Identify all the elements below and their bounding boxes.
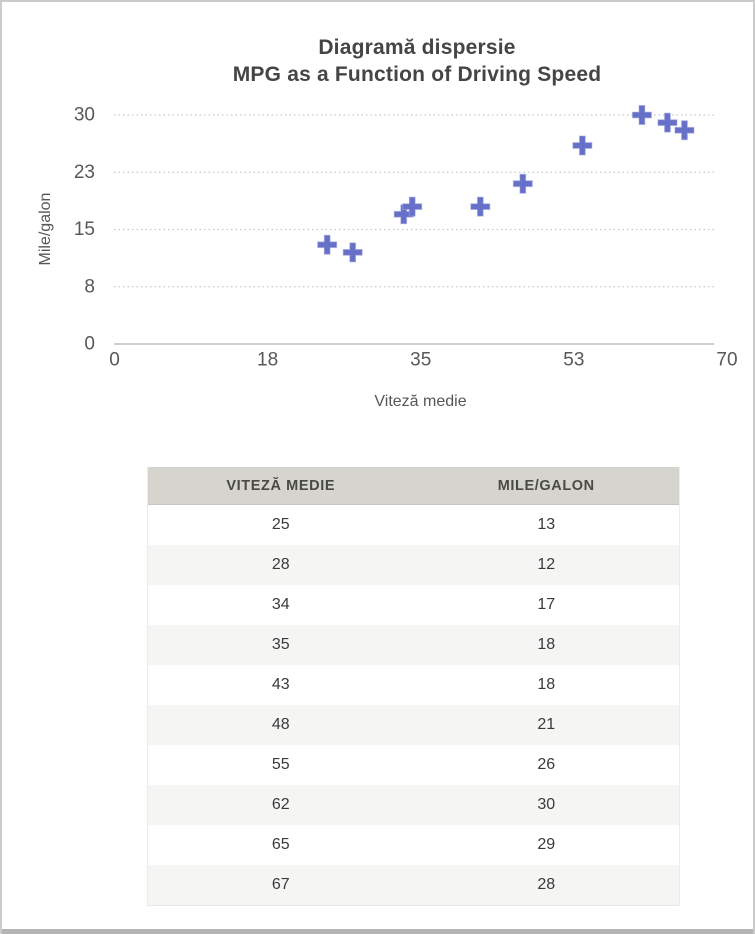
table-cell: 62 — [271, 796, 290, 813]
table-row: 48 21 — [148, 705, 679, 745]
table-cell: 30 — [537, 796, 556, 813]
chart-title: Diagramă dispersie MPG as a Function of … — [77, 34, 753, 88]
data-point-marker — [342, 242, 363, 263]
data-point-marker — [512, 173, 533, 194]
table-cell: 34 — [271, 596, 290, 613]
y-tick-label: 23 — [74, 162, 95, 183]
data-point-marker — [674, 120, 695, 141]
table-cell: 18 — [537, 636, 556, 653]
table-cell: 65 — [271, 836, 290, 853]
bottom-edge-bar — [2, 929, 753, 934]
y-axis-tick-labels: 0 8 15 23 30 — [74, 105, 95, 355]
table-cell: 12 — [537, 556, 556, 573]
y-tick-label: 0 — [84, 334, 95, 355]
table-cell: 13 — [537, 516, 556, 533]
x-axis-tick-labels: 0 18 35 53 70 — [109, 350, 737, 371]
scatter-chart: 0 8 15 23 30 0 18 35 53 70 — [74, 105, 738, 371]
table-cell: 26 — [537, 756, 556, 773]
x-tick-label: 0 — [109, 350, 120, 371]
table-header-viteza-medie: VITEZĂ MEDIE — [226, 477, 336, 494]
x-tick-label: 70 — [716, 350, 737, 371]
table-row: 35 18 — [148, 625, 679, 665]
table-header-mile-galon: MILE/GALON — [497, 477, 595, 494]
chart-title-line1: Diagramă dispersie — [318, 36, 516, 59]
data-point-marker — [572, 135, 593, 156]
table-cell: 48 — [271, 716, 290, 733]
y-tick-label: 30 — [74, 105, 95, 126]
x-axis-title: Viteză medie — [374, 393, 467, 410]
table-cell: 67 — [271, 876, 290, 893]
table-row: 67 28 — [148, 865, 679, 905]
data-point-marker — [657, 112, 678, 133]
table-cell: 55 — [271, 756, 290, 773]
table-cell: 17 — [537, 596, 556, 613]
x-tick-label: 53 — [563, 350, 584, 371]
data-point-marker — [393, 204, 414, 225]
table-header-row: VITEZĂ MEDIE MILE/GALON — [148, 467, 679, 505]
data-point-marker — [470, 196, 491, 217]
gridlines — [114, 114, 714, 345]
x-tick-label: 18 — [257, 350, 278, 371]
table-cell: 28 — [537, 876, 556, 893]
table-row: 25 13 — [148, 505, 679, 545]
table-row: 43 18 — [148, 665, 679, 705]
table-row: 65 29 — [148, 825, 679, 865]
table-cell: 29 — [537, 836, 556, 853]
table-body: 25 13 28 12 34 17 35 18 43 18 48 21 55 26 62 30 65 29 67 28 — [148, 505, 679, 905]
table-cell: 21 — [537, 716, 556, 733]
data-point-marker — [317, 234, 338, 255]
table-cell: 28 — [271, 556, 290, 573]
table-cell: 43 — [271, 676, 290, 693]
table-row: 62 30 — [148, 785, 679, 825]
data-point-marker — [631, 105, 652, 125]
data-point-marker — [402, 196, 423, 217]
y-tick-label: 8 — [84, 276, 95, 297]
table-row: 34 17 — [148, 585, 679, 625]
x-tick-label: 35 — [410, 350, 431, 371]
data-point-markers — [317, 105, 695, 263]
table-cell: 25 — [271, 516, 290, 533]
table-row: 28 12 — [148, 545, 679, 585]
y-tick-label: 15 — [74, 219, 95, 240]
data-table: VITEZĂ MEDIE MILE/GALON 25 13 28 12 34 17 35 18… — [147, 467, 680, 906]
table-row: 55 26 — [148, 745, 679, 785]
chart-title-line2: MPG as a Function of Driving Speed — [232, 63, 602, 86]
table-cell: 35 — [271, 636, 290, 653]
table-cell: 18 — [537, 676, 556, 693]
